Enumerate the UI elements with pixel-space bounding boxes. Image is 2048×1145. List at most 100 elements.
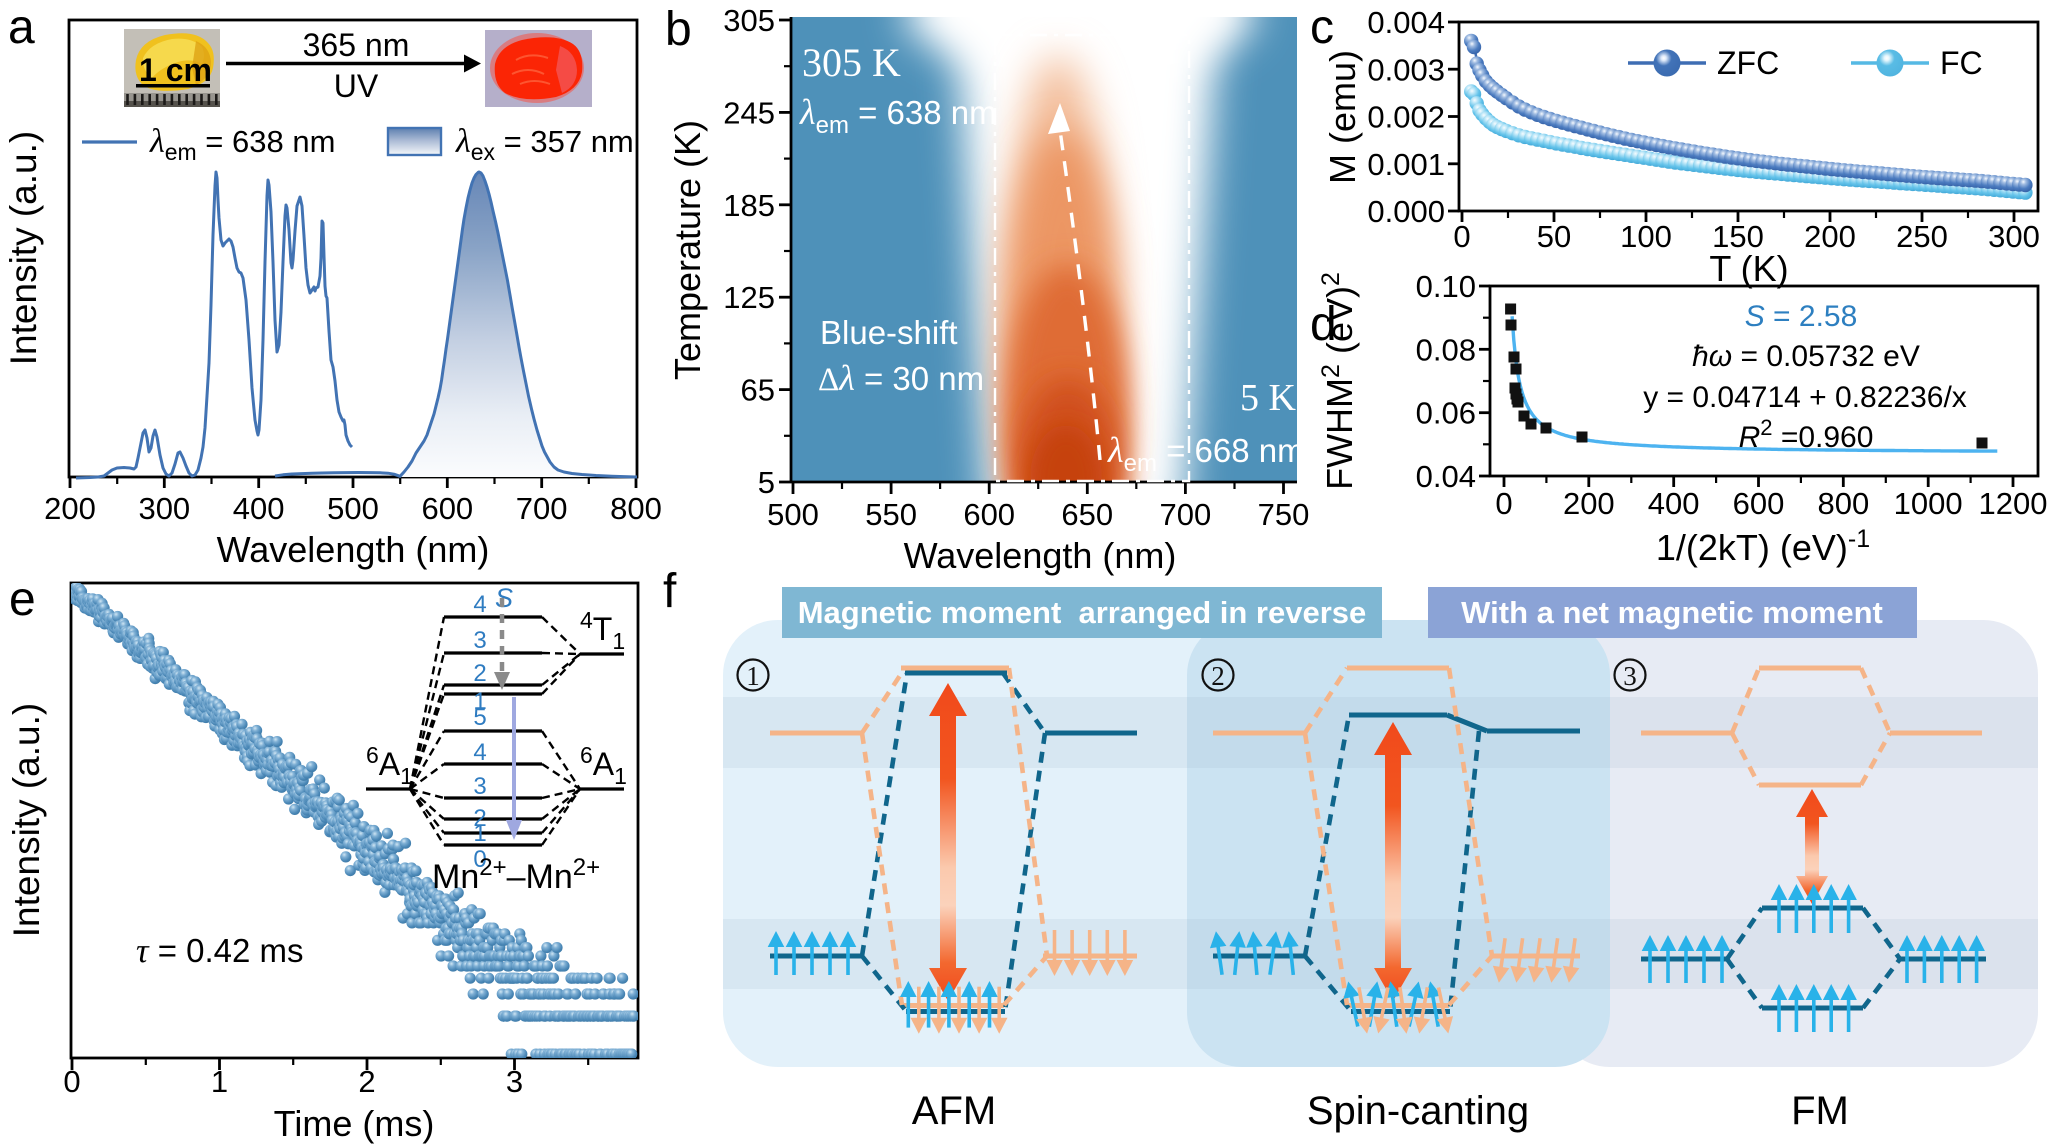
svg-text:0.10: 0.10 [1416, 269, 1476, 304]
svg-text:Temperature (K): Temperature (K) [667, 120, 708, 380]
svg-text:400: 400 [1648, 486, 1700, 521]
svg-text:0.002: 0.002 [1367, 100, 1445, 135]
svg-text:3: 3 [506, 1064, 523, 1099]
svg-text:R2 =0.960: R2 =0.960 [1739, 415, 1874, 454]
svg-text:1 cm: 1 cm [139, 52, 212, 88]
svg-text:λem = 668 nm: λem = 668 nm [1107, 430, 1305, 477]
svg-text:600: 600 [421, 491, 473, 526]
svg-text:Intensity (a.u.): Intensity (a.u.) [6, 703, 47, 937]
svg-text:125: 125 [723, 280, 775, 315]
svg-text:305 K: 305 K [802, 40, 901, 85]
svg-text:FM: FM [1791, 1089, 1849, 1133]
svg-text:0: 0 [1453, 219, 1470, 254]
svg-text:200: 200 [44, 491, 96, 526]
svg-text:τ = 0.42 ms: τ = 0.42 ms [136, 931, 304, 970]
svg-text:1: 1 [473, 820, 486, 847]
svg-text:With a net magnetic moment: With a net magnetic moment [1461, 595, 1883, 630]
svg-text:2: 2 [473, 660, 486, 687]
svg-text:Mn2+–Mn2+: Mn2+–Mn2+ [432, 854, 600, 896]
svg-text:600: 600 [1733, 486, 1785, 521]
svg-text:FWHM2 (eV)2: FWHM2 (eV)2 [1317, 272, 1360, 490]
svg-text:0.08: 0.08 [1416, 332, 1476, 367]
svg-text:Magnetic moment arranged in r: Magnetic moment arranged in reverse [798, 595, 1367, 630]
svg-text:0: 0 [63, 1064, 80, 1099]
svg-text:2: 2 [473, 805, 486, 832]
svg-text:2: 2 [1211, 661, 1225, 691]
svg-text:1/(2kT) (eV)-1: 1/(2kT) (eV)-1 [1656, 525, 1870, 568]
svg-text:65: 65 [741, 373, 775, 408]
svg-text:700: 700 [516, 491, 568, 526]
svg-text:Wavelength (nm): Wavelength (nm) [217, 529, 490, 570]
svg-text:4T1: 4T1 [580, 607, 625, 654]
svg-text:3: 3 [473, 627, 486, 654]
svg-text:c: c [1310, 1, 1334, 54]
svg-text:1: 1 [211, 1064, 228, 1099]
svg-text:300: 300 [138, 491, 190, 526]
svg-text:550: 550 [865, 497, 917, 532]
svg-text:300: 300 [1988, 219, 2040, 254]
svg-text:185: 185 [723, 188, 775, 223]
svg-text:500: 500 [767, 497, 819, 532]
svg-text:1: 1 [746, 661, 760, 691]
svg-text:1200: 1200 [1979, 486, 2048, 521]
svg-text:0.004: 0.004 [1367, 5, 1445, 40]
svg-text:λex = 357 nm: λex = 357 nm [455, 123, 634, 165]
svg-text:100: 100 [1620, 219, 1672, 254]
svg-text:0.001: 0.001 [1367, 147, 1445, 182]
svg-text:0.06: 0.06 [1416, 396, 1476, 431]
svg-text:b: b [665, 3, 692, 56]
svg-text:5: 5 [473, 704, 486, 731]
svg-text:245: 245 [723, 95, 775, 130]
svg-text:0: 0 [473, 846, 486, 873]
svg-text:Wavelength (nm): Wavelength (nm) [904, 535, 1177, 576]
svg-text:500: 500 [327, 491, 379, 526]
svg-text:M (emu): M (emu) [1322, 50, 1363, 184]
svg-text:S = 2.58: S = 2.58 [1745, 300, 1858, 333]
svg-text:e: e [9, 573, 36, 626]
svg-text:800: 800 [610, 491, 662, 526]
svg-text:365 nm: 365 nm [303, 27, 410, 63]
svg-text:Blue-shift: Blue-shift [820, 314, 958, 351]
svg-text:0.04: 0.04 [1416, 459, 1476, 494]
svg-text:0.000: 0.000 [1367, 194, 1445, 229]
svg-text:y = 0.04714 + 0.82236/x: y = 0.04714 + 0.82236/x [1643, 381, 1967, 414]
svg-text:T (K): T (K) [1709, 248, 1788, 289]
svg-text:3: 3 [1623, 661, 1637, 691]
svg-text:UV: UV [334, 68, 379, 104]
svg-text:Intensity (a.u.): Intensity (a.u.) [3, 131, 44, 365]
svg-text:f: f [663, 565, 677, 618]
svg-text:0: 0 [1495, 486, 1512, 521]
svg-text:4: 4 [473, 739, 486, 766]
svg-text:2: 2 [358, 1064, 375, 1099]
svg-text:200: 200 [1804, 219, 1856, 254]
svg-text:200: 200 [1563, 486, 1615, 521]
svg-text:3: 3 [473, 773, 486, 800]
svg-text:800: 800 [1817, 486, 1869, 521]
svg-text:6A1: 6A1 [366, 742, 413, 789]
svg-text:0.003: 0.003 [1367, 52, 1445, 87]
svg-text:Δλ = 30 nm: Δλ = 30 nm [818, 358, 984, 398]
svg-text:150: 150 [1712, 219, 1764, 254]
svg-text:λem = 638 nm: λem = 638 nm [799, 92, 997, 139]
svg-text:5 K: 5 K [1240, 377, 1297, 419]
svg-text:FC: FC [1940, 45, 1983, 81]
svg-text:1000: 1000 [1894, 486, 1963, 521]
svg-text:ħω = 0.05732 eV: ħω = 0.05732 eV [1692, 340, 1920, 373]
svg-text:AFM: AFM [912, 1089, 996, 1133]
svg-text:λem = 638 nm: λem = 638 nm [149, 123, 335, 165]
svg-text:650: 650 [1061, 497, 1113, 532]
svg-text:Time (ms): Time (ms) [274, 1103, 435, 1144]
svg-text:50: 50 [1537, 219, 1571, 254]
svg-text:5: 5 [758, 465, 775, 500]
svg-text:Spin-canting: Spin-canting [1307, 1089, 1529, 1133]
svg-text:400: 400 [233, 491, 285, 526]
svg-text:d: d [1310, 298, 1337, 351]
svg-text:700: 700 [1160, 497, 1212, 532]
svg-text:600: 600 [963, 497, 1015, 532]
svg-text:ZFC: ZFC [1717, 45, 1779, 81]
svg-text:6A1: 6A1 [580, 742, 627, 789]
svg-text:305: 305 [723, 3, 775, 38]
svg-text:4: 4 [473, 591, 486, 618]
svg-text:250: 250 [1896, 219, 1948, 254]
svg-text:750: 750 [1258, 497, 1310, 532]
